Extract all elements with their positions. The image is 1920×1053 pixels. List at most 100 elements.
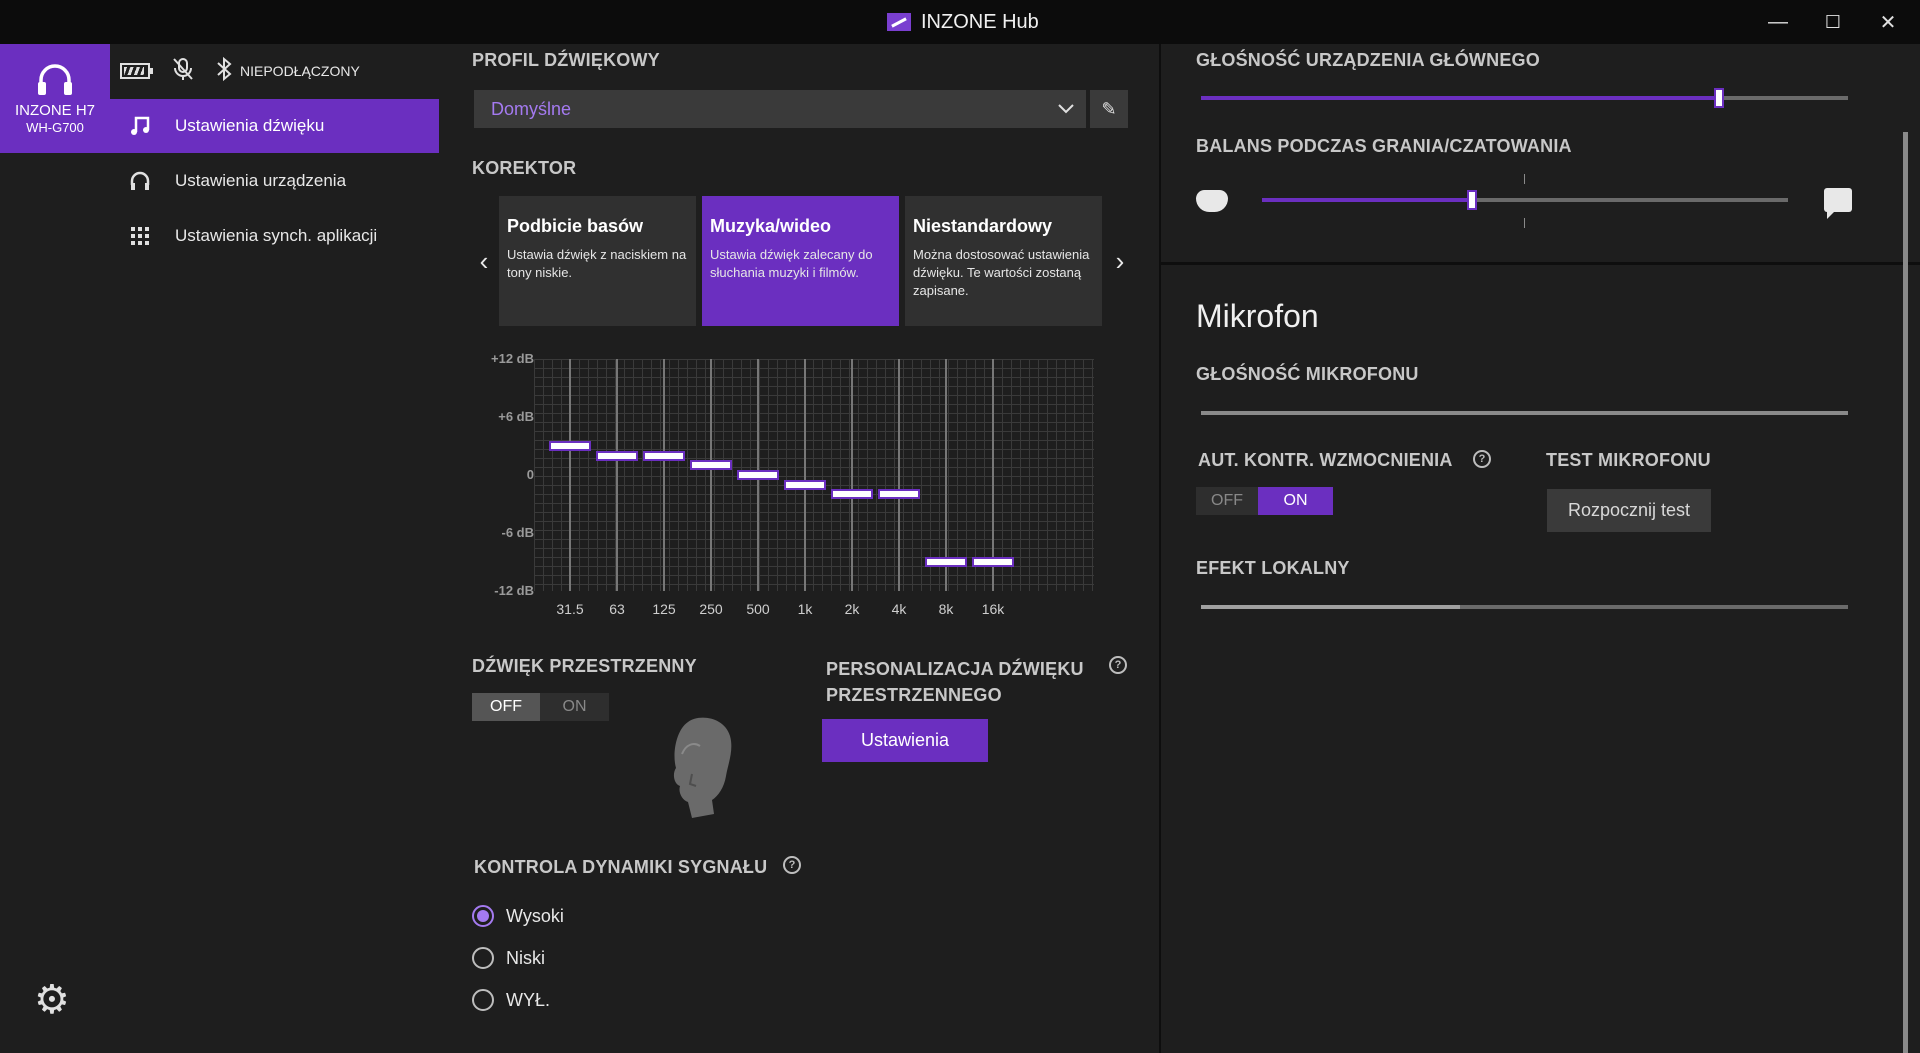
sound-profile-label: PROFIL DŹWIĘKOWY <box>472 50 660 70</box>
chevron-right-icon[interactable]: › <box>1115 246 1125 276</box>
eq-preset-description: Ustawia dźwięk z naciskiem na tony niski… <box>507 247 687 280</box>
nav-item-sound-settings[interactable]: Ustawienia dźwięku <box>110 99 439 153</box>
radio-label: WYŁ. <box>506 989 551 1010</box>
surround-on-option[interactable]: ON <box>540 693 609 721</box>
eq-band-slider[interactable] <box>690 460 732 471</box>
chat-icon <box>1824 188 1852 219</box>
microphone-title: Mikrofon <box>1196 298 1319 334</box>
dynamics-option-high[interactable]: Wysoki <box>472 903 564 929</box>
edit-profile-button[interactable]: ✎ <box>1090 90 1128 128</box>
personalization-label-line2: PRZESTRZENNEGO <box>826 685 1002 705</box>
minimize-button[interactable]: — <box>1768 10 1788 33</box>
eq-x-label: 8k <box>938 601 954 617</box>
eq-x-label: 2k <box>844 601 860 617</box>
eq-y-label: -6 dB <box>501 525 535 540</box>
bluetooth-status-text: NIEPODŁĄCZONY <box>240 63 360 79</box>
chevron-left-icon[interactable]: ‹ <box>479 246 489 276</box>
gear-icon[interactable]: ⚙ <box>34 978 70 1022</box>
sidetone-label: EFEKT LOKALNY <box>1196 558 1350 578</box>
surround-off-option[interactable]: OFF <box>472 693 540 721</box>
eq-y-label: 0 <box>526 467 534 482</box>
device-name: INZONE H7 <box>14 102 95 119</box>
radio-button[interactable] <box>472 947 494 969</box>
agc-off-option[interactable]: OFF <box>1196 487 1258 515</box>
radio-label: Wysoki <box>506 905 564 926</box>
eq-preset-music-video[interactable]: Muzyka/wideo Ustawia dźwięk zalecany do … <box>702 196 899 326</box>
main-volume-slider[interactable] <box>1201 88 1848 108</box>
dynamics-option-off[interactable]: WYŁ. <box>472 987 550 1013</box>
eq-band-slider[interactable] <box>972 557 1014 567</box>
eq-band-slider[interactable] <box>596 450 638 461</box>
surround-label: DŹWIĘK PRZESTRZENNY <box>472 656 697 676</box>
bluetooth-icon <box>216 56 232 86</box>
nav-item-app-sync-settings[interactable]: Ustawienia synch. aplikacji <box>110 209 439 263</box>
main-volume-label: GŁOŚNOŚĆ URZĄDZENIA GŁÓWNEGO <box>1196 50 1540 70</box>
eq-band-slider[interactable] <box>831 489 873 500</box>
eq-preset-title: Muzyka/wideo <box>710 216 832 236</box>
radio-button[interactable] <box>472 905 494 927</box>
close-button[interactable]: ✕ <box>1879 11 1897 34</box>
personalization-settings-button[interactable]: Ustawienia <box>822 719 988 762</box>
sound-profile-dropdown[interactable]: Domyślne <box>474 90 1086 128</box>
sound-profile-value: Domyślne <box>491 98 572 119</box>
eq-band-line <box>569 359 571 591</box>
agc-toggle[interactable]: OFF ON <box>1196 487 1333 515</box>
dynamics-option-low[interactable]: Niski <box>472 945 545 971</box>
help-icon[interactable]: ? <box>1109 656 1127 674</box>
eq-preset-description: Można dostosować ustawienia dźwięku. Te … <box>913 247 1090 298</box>
battery-icon <box>120 63 153 79</box>
eq-band-slider[interactable] <box>549 441 591 451</box>
device-status-row: NIEPODŁĄCZONY <box>120 56 360 86</box>
window-title: INZONE Hub <box>887 10 1039 34</box>
eq-band-line <box>804 359 806 591</box>
help-icon[interactable]: ? <box>1473 450 1491 468</box>
agc-label: AUT. KONTR. WZMOCNIENIA <box>1198 450 1453 470</box>
start-mic-test-button[interactable]: Rozpocznij test <box>1547 489 1711 532</box>
eq-y-label: -12 dB <box>494 583 534 598</box>
slider-fill <box>1201 605 1460 609</box>
eq-preset-title: Niestandardowy <box>913 216 1053 236</box>
eq-preset-bass-boost[interactable]: Podbicie basów Ustawia dźwięk z naciskie… <box>499 196 696 326</box>
eq-x-label: 125 <box>652 601 676 617</box>
grid-icon <box>125 227 155 245</box>
radio-label: Niski <box>506 947 545 968</box>
eq-band-slider[interactable] <box>925 557 967 567</box>
eq-band-slider[interactable] <box>737 470 779 480</box>
eq-x-label: 1k <box>797 601 813 617</box>
eq-y-label: +6 dB <box>498 409 534 424</box>
sidetone-slider[interactable] <box>1201 605 1848 609</box>
balance-slider[interactable] <box>1262 190 1788 210</box>
slider-thumb[interactable] <box>1713 88 1724 108</box>
nav-item-label: Ustawienia dźwięku <box>175 116 325 135</box>
eq-band-line <box>851 359 853 591</box>
radio-button[interactable] <box>472 989 494 1011</box>
scrollbar[interactable] <box>1903 132 1908 1053</box>
head-model-image <box>668 714 736 818</box>
eq-band-slider[interactable] <box>643 450 685 461</box>
surround-toggle[interactable]: OFF ON <box>472 693 609 721</box>
eq-band-slider[interactable] <box>784 479 826 490</box>
agc-on-option[interactable]: ON <box>1258 487 1333 515</box>
mic-volume-slider[interactable] <box>1201 411 1848 415</box>
device-tile[interactable]: INZONE H7 WH-G700 <box>0 44 110 153</box>
eq-band-slider[interactable] <box>878 489 920 500</box>
eq-band-line <box>616 359 618 591</box>
slider-fill <box>1262 198 1473 202</box>
eq-band-line <box>898 359 900 591</box>
eq-preset-title: Podbicie basów <box>507 216 644 236</box>
balance-label: BALANS PODCZAS GRANIA/CZATOWANIA <box>1196 136 1572 156</box>
slider-thumb[interactable] <box>1467 190 1478 210</box>
mic-test-label: TEST MIKROFONU <box>1546 450 1711 470</box>
help-icon[interactable]: ? <box>783 856 801 874</box>
equalizer-grid <box>534 359 1094 591</box>
maximize-button[interactable]: ☐ <box>1824 11 1842 32</box>
chevron-down-icon <box>1046 99 1086 120</box>
eq-band-line <box>663 359 665 591</box>
headset-icon <box>35 62 75 98</box>
section-divider <box>1161 262 1920 265</box>
eq-preset-custom[interactable]: Niestandardowy Można dostosować ustawien… <box>905 196 1102 326</box>
nav-item-device-settings[interactable]: Ustawienia urządzenia <box>110 154 439 208</box>
personalization-label: PERSONALIZACJA DŹWIĘKU PRZESTRZENNEGO <box>826 656 1084 708</box>
pencil-icon: ✎ <box>1101 98 1117 119</box>
